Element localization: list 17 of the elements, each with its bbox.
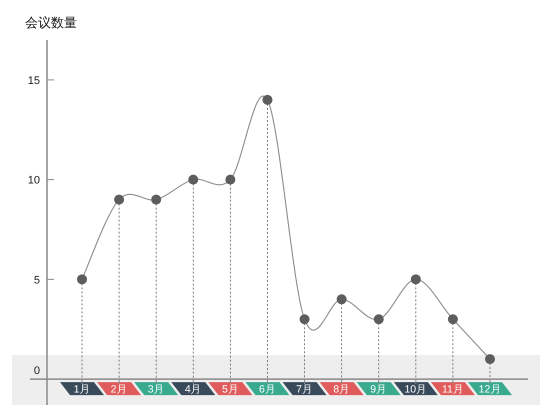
x-tick-label: 2月 [110,384,128,396]
x-tick-label: 10月 [404,384,428,396]
x-tick-label: 6月 [259,384,276,396]
y-tick-label: 0 [34,365,40,378]
x-tick-label: 7月 [296,384,313,396]
x-tick-label: 5月 [222,384,239,396]
x-tick-label: 3月 [148,384,165,396]
x-tick-label: 11月 [442,384,464,396]
x-tick-label: 4月 [184,384,202,396]
x-tick-label: 1月 [74,384,90,396]
y-tick-label: 15 [28,74,40,87]
x-tick-label: 12月 [478,384,502,396]
x-tick-label: 8月 [333,384,350,396]
y-axis-title: 会议数量 [25,15,77,30]
y-tick-label: 5 [34,274,40,286]
y-tick-label: 10 [28,174,40,187]
x-tick-label: 9月 [370,384,388,396]
